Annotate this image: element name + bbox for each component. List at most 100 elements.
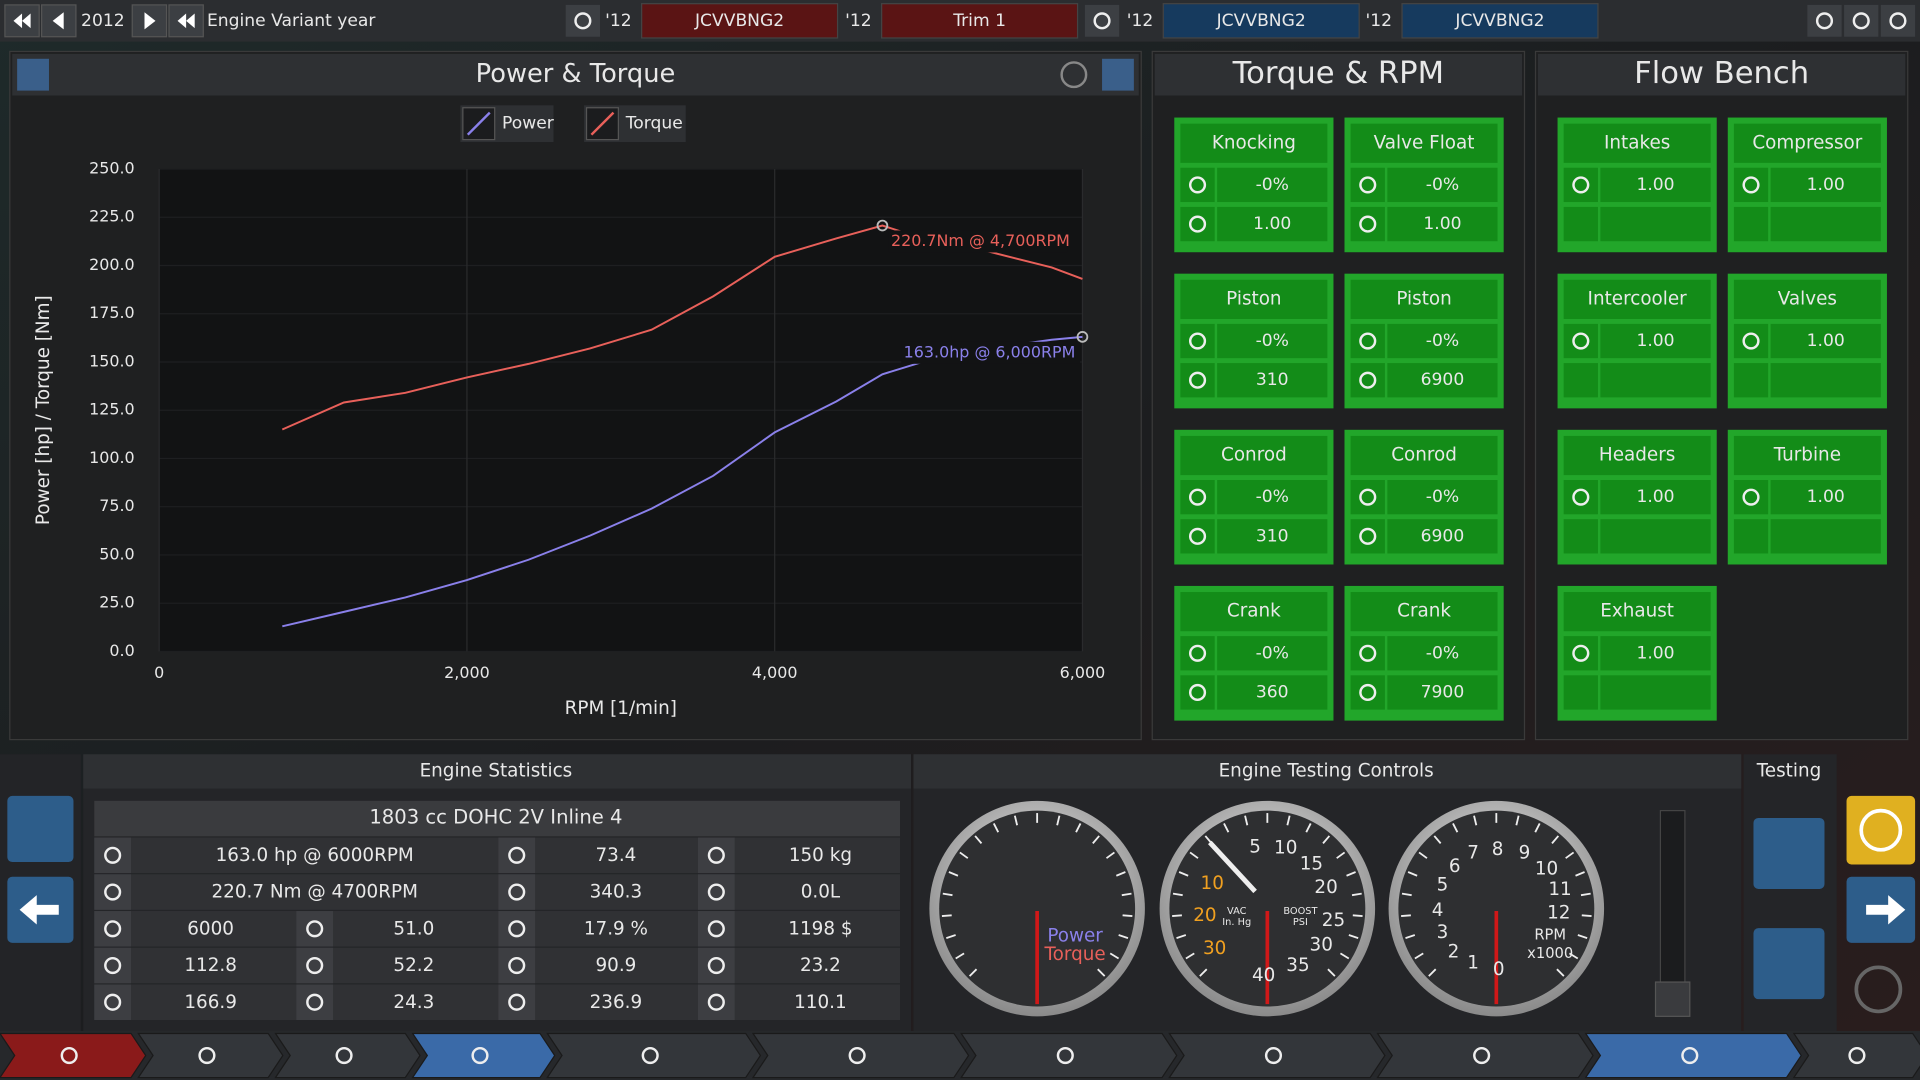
nav-tab[interactable] <box>546 1032 762 1079</box>
gauge-tick <box>1346 871 1356 877</box>
icon <box>1188 176 1207 194</box>
x-tick-label: 6,000 <box>1060 663 1106 682</box>
slot-icon[interactable] <box>565 4 600 37</box>
forward-button[interactable] <box>1102 58 1134 91</box>
gauge-label: 0 <box>1493 959 1505 980</box>
slot-box[interactable] <box>1401 3 1599 39</box>
icon <box>1572 644 1590 662</box>
card-icon-box <box>1350 206 1385 242</box>
card-value-box <box>1770 323 1881 359</box>
gauge-tick <box>1414 952 1424 960</box>
card-value: 1.00 <box>1636 643 1674 663</box>
nav-tab[interactable] <box>137 1032 284 1079</box>
card-value: 1.00 <box>1807 487 1845 507</box>
icon <box>1742 176 1760 194</box>
card-title-box <box>1733 279 1881 319</box>
nav-tab[interactable] <box>0 1032 147 1079</box>
help-button[interactable] <box>1060 61 1088 89</box>
gauge-tick <box>1223 823 1230 833</box>
annotation-bg <box>888 230 1068 253</box>
test-button[interactable] <box>1753 817 1825 889</box>
gauge-label: 5 <box>1437 874 1449 895</box>
card-icon-box <box>1733 363 1769 398</box>
icon <box>1188 644 1207 662</box>
gauge-face <box>1169 810 1366 1007</box>
slot-box[interactable] <box>881 3 1079 39</box>
icon <box>1742 488 1760 506</box>
gauge-tick <box>992 823 1000 833</box>
slider-thumb[interactable] <box>1654 981 1691 1017</box>
stats-icon-box <box>296 947 334 984</box>
nav-tab[interactable] <box>960 1032 1178 1079</box>
gauge-tick <box>1109 952 1120 960</box>
card-value: -0% <box>1426 643 1459 663</box>
card-value-box <box>1600 206 1711 242</box>
graph-button[interactable] <box>7 795 74 863</box>
warning-button[interactable] <box>1846 795 1916 865</box>
stats-value: 17.9 % <box>584 918 648 939</box>
gauge-tick <box>1122 914 1133 917</box>
slot-box[interactable] <box>1162 3 1360 39</box>
card-title: Piston <box>1396 288 1451 309</box>
nav-tab[interactable] <box>1376 1032 1594 1079</box>
nav-button[interactable] <box>4 4 40 38</box>
panel-title: Flow Bench <box>1634 56 1809 91</box>
icon <box>1188 488 1207 506</box>
card-value-box <box>1770 206 1881 242</box>
icon <box>104 846 122 864</box>
card-value: 1.00 <box>1423 214 1461 234</box>
card-title-box <box>1733 123 1881 163</box>
y-tick-label: 200.0 <box>89 255 135 274</box>
toolbar-button[interactable] <box>1880 4 1916 37</box>
stats-value: 112.8 <box>184 955 237 976</box>
help-button[interactable] <box>1854 965 1903 1014</box>
controls-header <box>913 754 1742 789</box>
gauge-tick <box>942 892 953 897</box>
stats-icon-box <box>697 837 735 874</box>
stats-value: 220.7 Nm @ 4700RPM <box>211 882 417 903</box>
stats-icon-box <box>498 984 536 1020</box>
card-value: 1.00 <box>1807 331 1845 351</box>
gauge-label: 10 <box>1535 858 1558 879</box>
nav-tab[interactable] <box>1168 1032 1386 1079</box>
back-button[interactable] <box>17 58 49 91</box>
nav-tab[interactable] <box>411 1032 556 1079</box>
card-icon-box <box>1180 480 1215 515</box>
card-icon-box <box>1733 206 1769 242</box>
stats-value: 150 kg <box>789 845 852 866</box>
card-title-box <box>1350 279 1498 319</box>
toolbar-button[interactable] <box>1844 4 1879 37</box>
gauge-tick <box>1348 934 1359 939</box>
card-title-box <box>1350 435 1498 476</box>
slot-icon[interactable] <box>1084 4 1120 37</box>
gauge-tick <box>1418 851 1428 859</box>
card-value: -0% <box>1256 643 1289 663</box>
slot-box[interactable] <box>641 3 839 39</box>
card-title: Knocking <box>1212 132 1296 153</box>
dyno-button[interactable] <box>1753 928 1825 1000</box>
toolbar-button[interactable] <box>1807 4 1842 37</box>
variant-label: Engine Variant year <box>207 11 376 31</box>
nav-tab[interactable] <box>1792 1032 1920 1079</box>
stats-icon-box <box>697 984 735 1020</box>
stats-icon-box <box>94 837 132 874</box>
nav-tab[interactable] <box>751 1032 970 1079</box>
icon <box>471 1046 489 1065</box>
card-icon-box <box>1563 480 1598 515</box>
icon <box>335 1046 353 1065</box>
icon <box>1572 176 1590 194</box>
slot-name: JCVVBNG2 <box>1216 11 1306 31</box>
card-icon-box <box>1563 519 1598 554</box>
card-title: Crank <box>1227 601 1281 622</box>
stats-header <box>83 754 912 789</box>
card-value-box <box>1600 167 1711 203</box>
icon <box>1815 12 1834 30</box>
card-title: Compressor <box>1752 132 1862 153</box>
annotation: 220.7Nm @ 4,700RPM <box>891 231 1070 250</box>
gauge-label: 12 <box>1547 902 1570 923</box>
y-tick-label: 125.0 <box>89 400 135 419</box>
gauge-label: 30 <box>1310 934 1333 955</box>
card-value-box <box>1217 167 1328 203</box>
nav-tab[interactable] <box>1584 1032 1802 1079</box>
nav-tab[interactable] <box>274 1032 421 1079</box>
